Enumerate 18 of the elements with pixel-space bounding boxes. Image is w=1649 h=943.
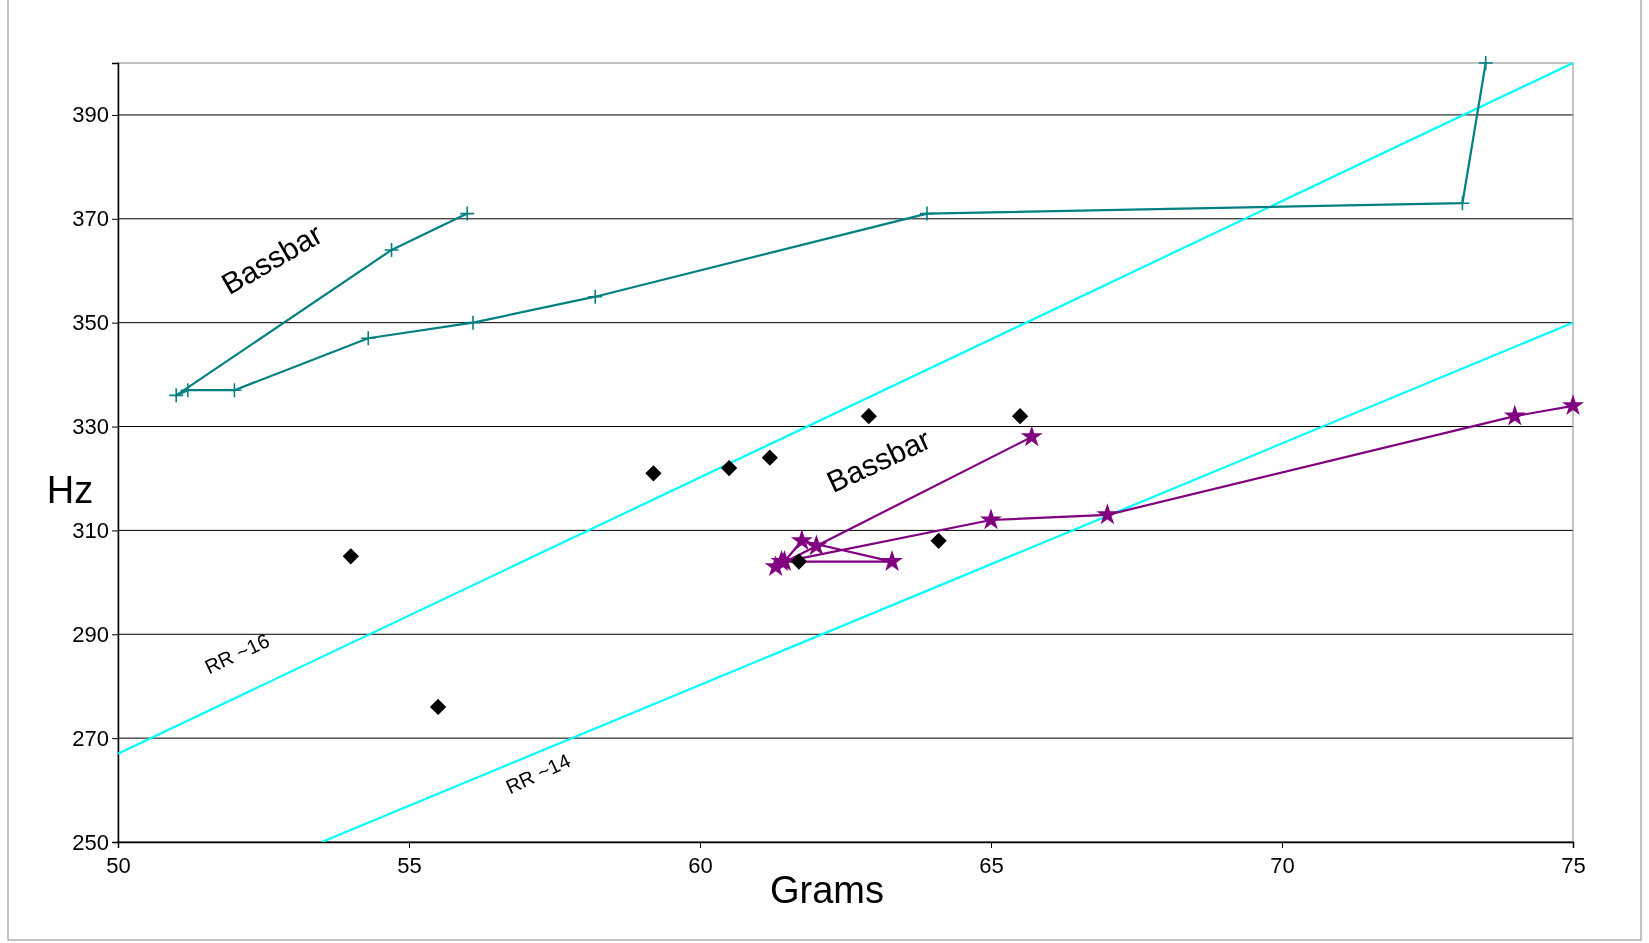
- y-axis-title: Hz: [46, 469, 94, 511]
- annotation: RR ~14: [502, 749, 574, 799]
- x-tick-label: 75: [1561, 853, 1586, 878]
- y-tick-label: 370: [72, 206, 109, 232]
- x-tick-label: 55: [397, 853, 422, 878]
- y-tick-label: 270: [72, 725, 109, 751]
- y-tick-label: 310: [72, 517, 109, 543]
- y-tick-label: 390: [72, 102, 109, 128]
- x-tick-label: 60: [688, 853, 713, 878]
- x-tick-label: 50: [106, 853, 131, 878]
- y-tick-label: 250: [72, 829, 109, 855]
- x-tick-label: 70: [1270, 853, 1295, 878]
- x-axis-title: Grams: [770, 869, 884, 911]
- y-tick-label: 290: [72, 621, 109, 647]
- annotation: RR ~16: [201, 629, 273, 679]
- x-tick-label: 65: [979, 853, 1004, 878]
- y-tick-label: 350: [72, 310, 109, 336]
- y-tick-label: 330: [72, 414, 109, 440]
